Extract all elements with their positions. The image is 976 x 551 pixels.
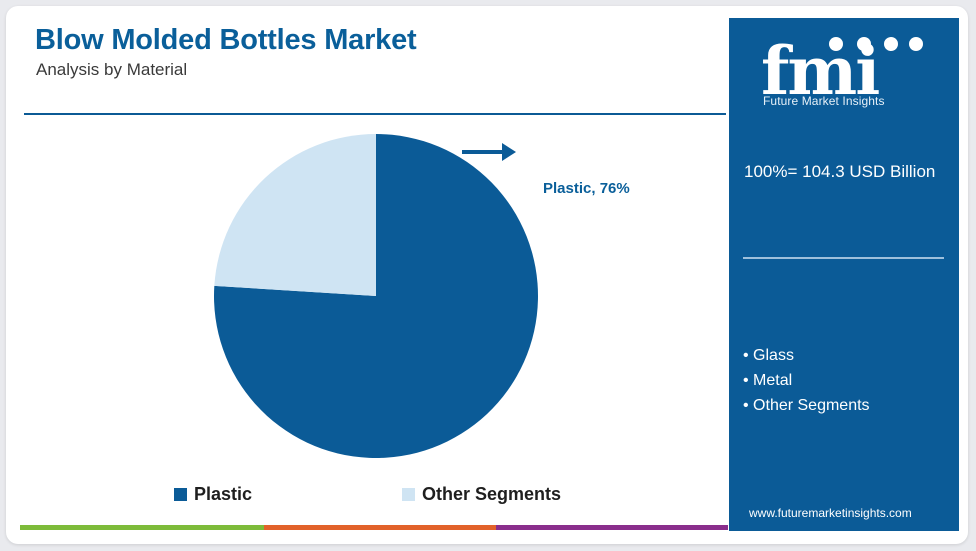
segment-item: • Other Segments: [743, 397, 870, 414]
legend-swatch-plastic: [174, 488, 187, 501]
footer-bar-purple: [496, 525, 728, 530]
fmi-logo: fmi: [761, 32, 923, 110]
arrow-right-icon: [462, 143, 516, 161]
legend-swatch-other-segments: [402, 488, 415, 501]
report-card: Blow Molded Bottles Market Analysis by M…: [6, 6, 968, 544]
segment-item: • Glass: [743, 347, 794, 364]
segment-list: • Glass • Metal • Other Segments: [743, 343, 870, 418]
legend-label-other-segments: Other Segments: [422, 484, 562, 504]
legend-item-plastic: Plastic: [174, 484, 252, 505]
legend-item-other-segments: Other Segments: [402, 484, 561, 505]
footer-bar-orange: [264, 525, 496, 530]
segment-item: • Metal: [743, 372, 793, 389]
page-title: Blow Molded Bottles Market: [35, 24, 417, 56]
panel-divider: [743, 257, 944, 259]
header-divider: [24, 113, 726, 115]
market-total: 100%= 104.3 USD Billion: [744, 162, 936, 181]
website-link[interactable]: www.futuremarketinsights.com: [749, 506, 912, 520]
pie-chart: [213, 134, 538, 458]
footer-bar-green: [20, 525, 264, 530]
page-subtitle: Analysis by Material: [36, 60, 188, 79]
plastic-callout-label: Plastic, 76%: [543, 180, 630, 197]
logo-caption: Future Market Insights: [763, 94, 885, 108]
legend-label-plastic: Plastic: [194, 484, 253, 504]
pie-slice-other-segments: [214, 134, 376, 296]
info-panel: fmi Future Market Insights 100%= 104.3 U…: [729, 18, 959, 531]
